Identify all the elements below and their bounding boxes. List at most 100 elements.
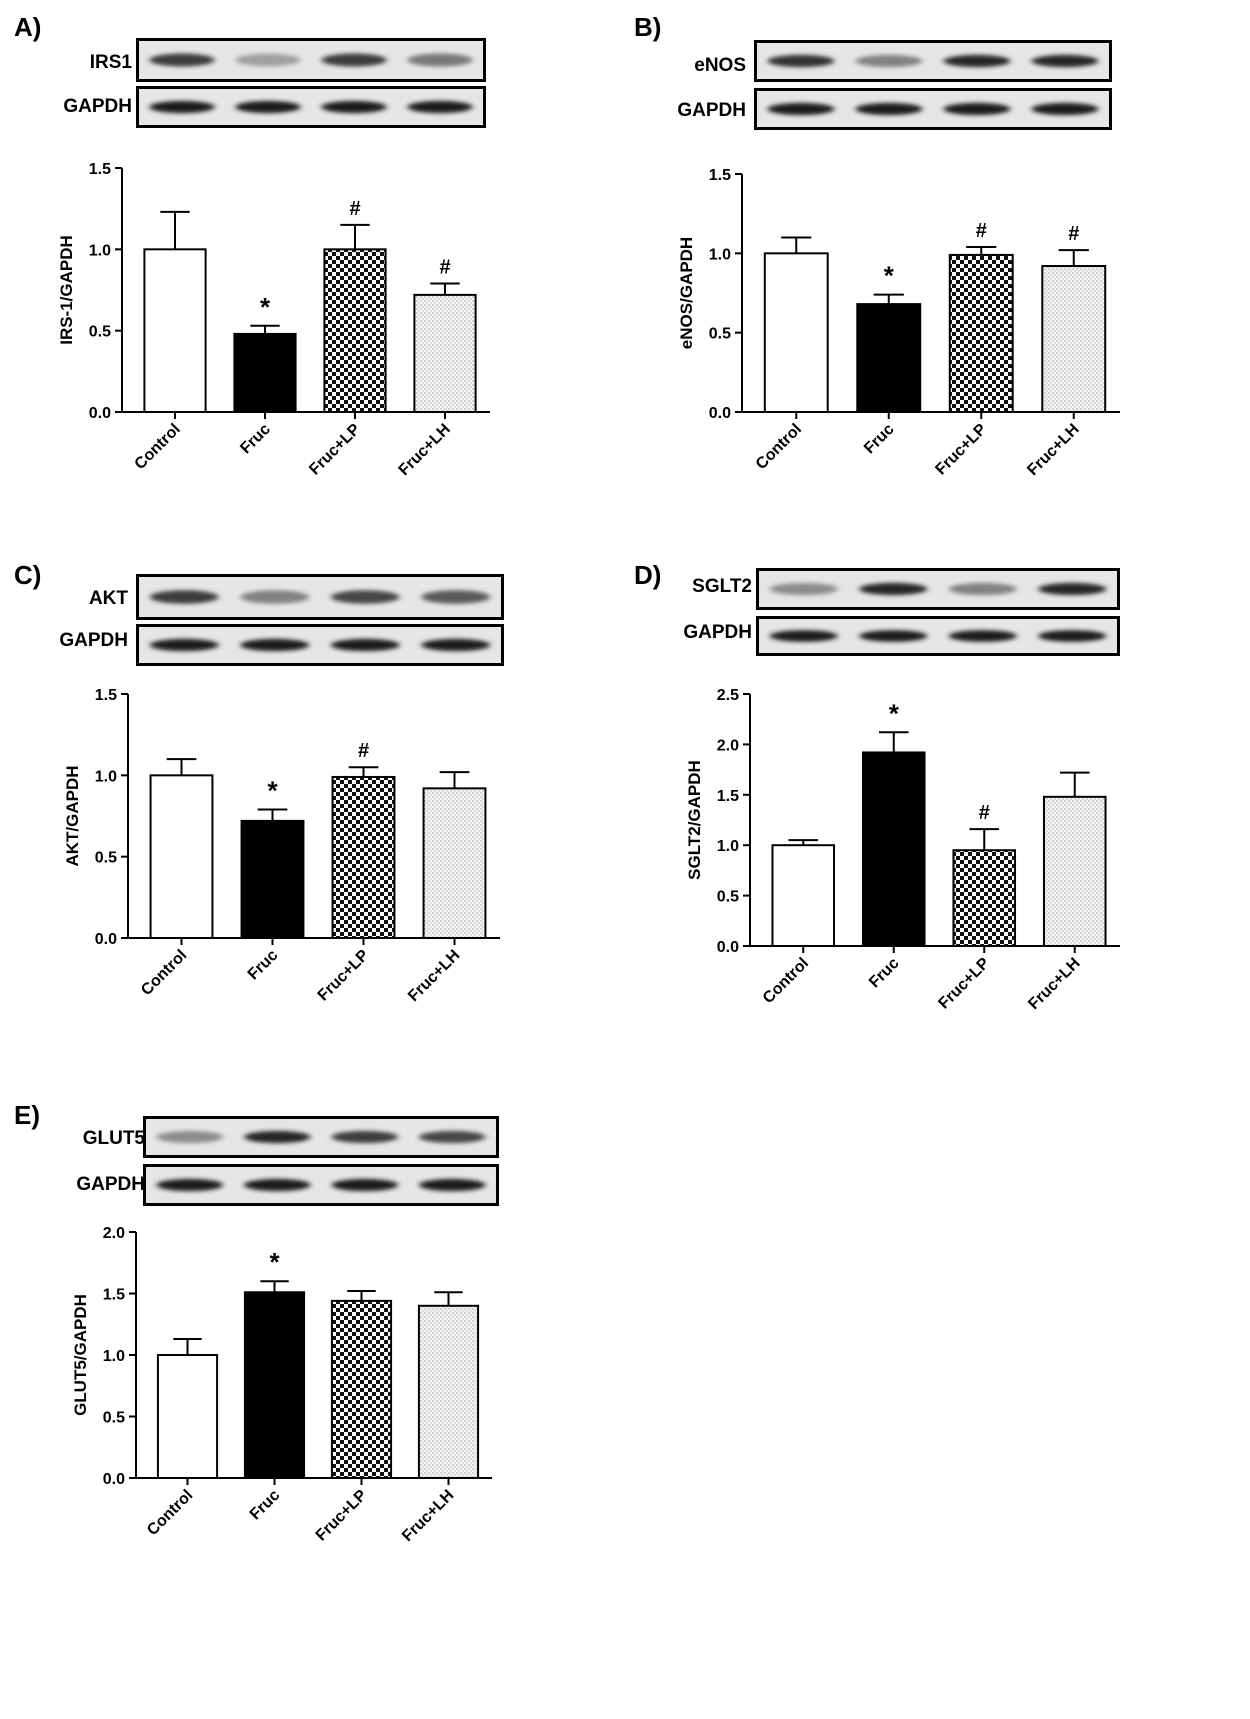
blot-band — [1038, 630, 1107, 642]
x-tick-label: Fruc+LH — [1024, 421, 1082, 479]
bar — [1042, 795, 1107, 947]
blot-band — [149, 100, 215, 114]
blot-band — [943, 102, 1011, 116]
blot-band — [407, 53, 473, 67]
blot-band — [235, 100, 301, 114]
y-tick-label: 0.0 — [89, 405, 111, 422]
western-blot-target — [136, 38, 486, 82]
western-blot-gapdh — [756, 616, 1120, 656]
x-tick-label: Fruc+LH — [396, 421, 454, 479]
x-tick-label: Control — [138, 947, 190, 999]
blot-label-gapdh: GAPDH — [59, 630, 128, 651]
panel-c: C) AKT GAPDH 0.0 0.5 1.0 1.5 AKT/GAPDH Contro… — [0, 560, 620, 1100]
blot-band — [244, 1130, 311, 1144]
x-tick-label: Fruc+LH — [399, 1487, 457, 1545]
panel-e: E) GLUT5 GAPDH 0.0 0.5 1.0 1.5 2.0 GLUT5/GAPD… — [0, 1100, 620, 1719]
bar-chart: 0.0 0.5 1.0 1.5 2.0 2.5 SGLT2/GAPDH Control Fruc… — [685, 687, 1120, 1013]
western-blot-target — [136, 574, 504, 620]
x-tick-label: Control — [753, 421, 805, 473]
y-tick-label: 1.5 — [103, 1287, 125, 1304]
y-tick-label: 0.0 — [709, 405, 731, 422]
blot-label-gapdh: GAPDH — [63, 96, 132, 117]
significance-marker: # — [1068, 223, 1079, 245]
y-tick-label: 1.5 — [709, 167, 731, 184]
western-blot-gapdh — [143, 1164, 499, 1206]
bar — [417, 1304, 480, 1479]
y-axis-label: SGLT2/GAPDH — [685, 760, 704, 880]
significance-marker: * — [260, 292, 271, 322]
significance-marker: # — [358, 740, 369, 762]
x-tick-label: Fruc — [866, 955, 903, 992]
significance-marker: # — [439, 256, 450, 278]
y-tick-label: 1.5 — [95, 687, 117, 704]
y-tick-label: 2.5 — [717, 687, 739, 704]
blot-band — [419, 1178, 486, 1192]
y-tick-label: 1.0 — [95, 768, 117, 785]
bar — [143, 248, 207, 413]
blot-band — [859, 582, 928, 596]
blot-label-target: AKT — [88, 588, 128, 609]
blot-label-gapdh: GAPDH — [677, 100, 746, 121]
y-tick-label: 0.5 — [709, 326, 731, 343]
bar-chart: 0.0 0.5 1.0 1.5 2.0 GLUT5/GAPDH Control Fruc * Fr… — [71, 1225, 492, 1545]
bar — [243, 1291, 306, 1479]
blot-band — [943, 54, 1011, 68]
bar — [240, 819, 305, 940]
blot-band — [321, 100, 387, 114]
western-blot-gapdh — [136, 86, 486, 128]
blot-band — [149, 638, 219, 652]
bar — [1041, 265, 1107, 413]
y-tick-label: 0.0 — [103, 1471, 125, 1488]
bar — [323, 248, 387, 413]
x-tick-label: Fruc+LP — [313, 1487, 371, 1545]
x-tick-label: Fruc — [237, 421, 274, 458]
blot-band — [419, 1130, 486, 1144]
blot-band — [948, 630, 1017, 642]
y-tick-label: 1.0 — [103, 1348, 125, 1365]
significance-marker: # — [349, 198, 360, 220]
x-tick-label: Fruc — [247, 1487, 284, 1524]
y-tick-label: 1.0 — [717, 838, 739, 855]
y-axis-label: AKT/GAPDH — [63, 765, 82, 866]
significance-marker: * — [269, 1247, 280, 1277]
blot-band — [859, 630, 928, 642]
bar — [233, 332, 297, 414]
x-tick-label: Fruc+LH — [405, 947, 463, 1005]
bar-chart: 0.0 0.5 1.0 1.5 IRS-1/GAPDH Control Fruc * Fruc+… — [57, 161, 490, 479]
y-tick-label: 0.5 — [89, 324, 111, 341]
western-blot-gapdh — [136, 624, 504, 666]
bar — [856, 303, 922, 413]
panel-letter: E) — [14, 1100, 40, 1130]
blot-band — [1038, 582, 1107, 596]
panel-letter: D) — [634, 560, 662, 590]
y-tick-label: 0.5 — [103, 1410, 125, 1427]
blot-label-gapdh: GAPDH — [76, 1174, 145, 1195]
y-axis-label: IRS-1/GAPDH — [57, 235, 76, 345]
blot-band — [149, 53, 215, 67]
blot-band — [156, 1178, 223, 1192]
bar — [948, 253, 1014, 413]
y-tick-label: 1.5 — [89, 161, 111, 178]
x-tick-label: Fruc+LP — [306, 421, 364, 479]
y-axis-label: eNOS/GAPDH — [677, 237, 696, 349]
blot-band — [149, 590, 219, 604]
y-tick-label: 2.0 — [103, 1225, 125, 1242]
y-tick-label: 0.0 — [717, 939, 739, 956]
x-tick-label: Control — [760, 955, 812, 1007]
blot-band — [240, 638, 310, 652]
blot-band — [767, 102, 835, 116]
blot-band — [421, 590, 491, 604]
bar — [413, 293, 477, 414]
blot-band — [1031, 54, 1099, 68]
panel-a: A) IRS1 GAPDH 0.0 0.5 1.0 1.5 IRS-1/GAPDH Con… — [0, 0, 620, 560]
bar — [763, 252, 829, 413]
panel-letter: A) — [14, 12, 42, 42]
blot-band — [331, 1178, 398, 1192]
significance-marker: # — [979, 802, 990, 824]
blot-band — [244, 1178, 311, 1192]
y-axis-label: GLUT5/GAPDH — [71, 1294, 90, 1416]
y-tick-label: 1.0 — [709, 246, 731, 263]
blot-band — [156, 1130, 223, 1144]
western-blot-gapdh — [754, 88, 1112, 130]
blot-band — [769, 582, 838, 596]
